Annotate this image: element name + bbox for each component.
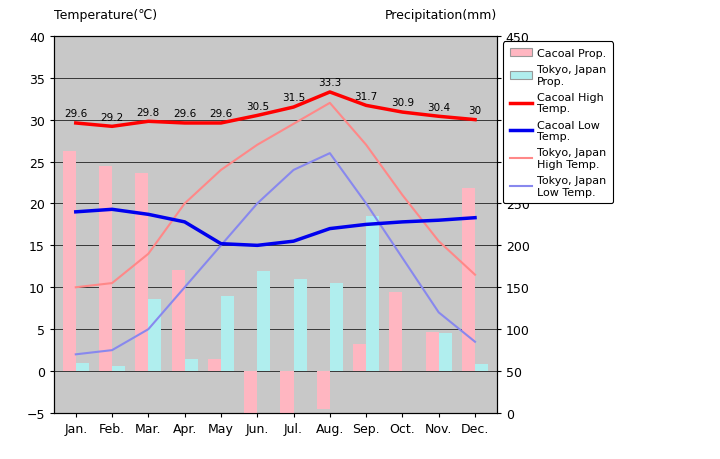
Bar	[353, 345, 366, 371]
Text: 30.5: 30.5	[246, 101, 269, 112]
Bar	[99, 166, 112, 371]
Bar	[366, 217, 379, 371]
Bar	[426, 332, 438, 371]
Bar	[390, 293, 402, 371]
Bar	[475, 364, 488, 371]
Text: 29.8: 29.8	[137, 107, 160, 118]
Text: 29.6: 29.6	[173, 109, 197, 119]
Text: 30.4: 30.4	[427, 102, 450, 112]
Text: 30.9: 30.9	[391, 98, 414, 108]
Bar	[257, 271, 270, 371]
Text: 31.7: 31.7	[354, 91, 378, 101]
Legend: Cacoal Prop., Tokyo, Japan
Prop., Cacoal High
Temp., Cacoal Low
Temp., Tokyo, Ja: Cacoal Prop., Tokyo, Japan Prop., Cacoal…	[503, 42, 613, 204]
Text: 29.6: 29.6	[64, 109, 87, 119]
Bar	[208, 359, 221, 371]
Text: Temperature(℃): Temperature(℃)	[54, 9, 157, 22]
Bar	[438, 334, 451, 371]
Bar	[294, 279, 307, 371]
Text: 29.2: 29.2	[101, 112, 124, 123]
Bar	[317, 371, 330, 409]
Text: Precipitation(mm): Precipitation(mm)	[384, 9, 497, 22]
Bar	[462, 189, 475, 371]
Text: 33.3: 33.3	[318, 78, 341, 88]
Bar	[135, 174, 148, 371]
Bar	[330, 284, 343, 371]
Text: 29.6: 29.6	[210, 109, 233, 119]
Text: 30: 30	[469, 106, 482, 116]
Text: 31.5: 31.5	[282, 93, 305, 103]
Bar	[221, 296, 234, 371]
Bar	[171, 270, 184, 371]
Bar	[281, 371, 294, 417]
Bar	[244, 371, 257, 413]
Bar	[112, 366, 125, 371]
Bar	[76, 363, 89, 371]
Bar	[148, 299, 161, 371]
Bar	[63, 151, 76, 371]
Bar	[184, 359, 198, 371]
